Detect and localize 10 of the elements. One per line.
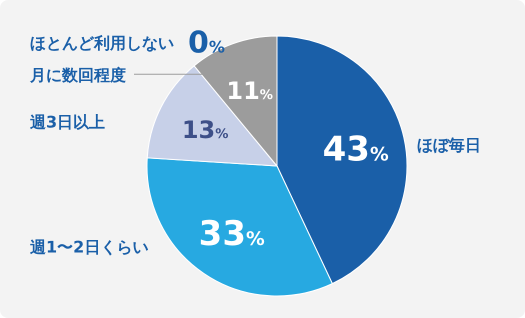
slice-label: 月に数回程度: [29, 65, 126, 84]
data-label: 13%: [182, 116, 228, 144]
data-label: 43%: [322, 130, 389, 170]
slice-label: ほぼ毎日: [417, 136, 481, 155]
category-label: ほとんど利用しない: [30, 33, 174, 52]
text: 0%: [188, 25, 225, 60]
slice-label: 週3日以上: [29, 112, 106, 132]
data-label: 33%: [198, 214, 265, 254]
data-label: 11%: [226, 76, 274, 105]
slice-label: 週1〜2日くらい: [29, 238, 148, 257]
